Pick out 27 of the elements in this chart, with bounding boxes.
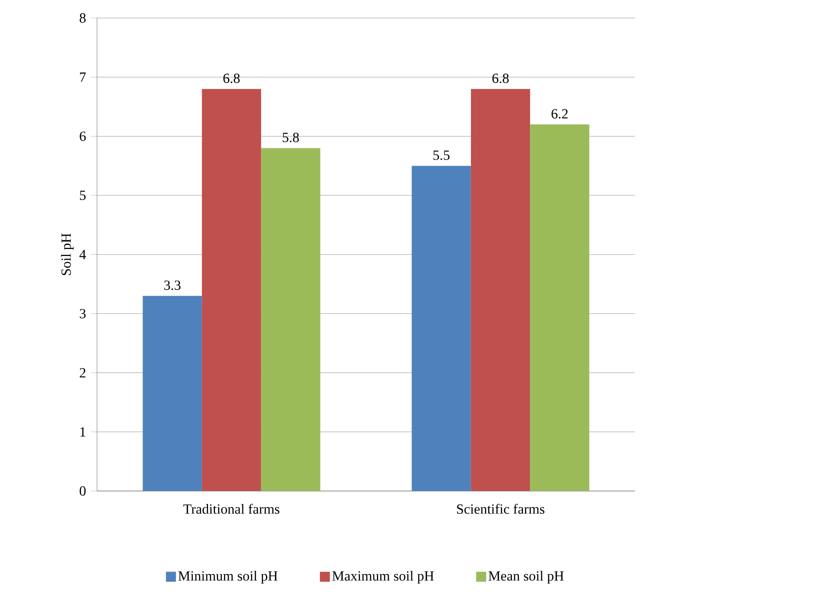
- data-label: 3.3: [164, 280, 180, 290]
- bar: [530, 124, 590, 491]
- y-tick-label: 2: [80, 368, 86, 378]
- bar: [202, 88, 262, 491]
- x-tick-label: Traditional farms: [183, 504, 280, 514]
- data-label: 5.5: [433, 150, 450, 160]
- y-axis-title: Soil pH: [61, 233, 74, 276]
- bar: [261, 148, 320, 491]
- y-tick-label: 5: [80, 190, 86, 200]
- legend-label: Mean soil pH: [488, 570, 564, 584]
- data-label: 6.8: [223, 74, 240, 84]
- y-tick-label: 3: [80, 308, 86, 318]
- y-tick-label: 8: [80, 13, 86, 23]
- bar: [142, 296, 202, 491]
- y-tick-label: 6: [80, 132, 86, 141]
- y-tick-label: 4: [79, 250, 86, 260]
- x-tick-label: Scientific farms: [457, 504, 544, 514]
- bar: [412, 166, 471, 491]
- data-label: 5.8: [282, 132, 299, 142]
- legend-label: Maximum soil pH: [332, 570, 434, 584]
- y-tick-label: 1: [80, 427, 86, 436]
- data-label: 6.2: [552, 109, 568, 119]
- y-tick-label: 0: [80, 486, 86, 496]
- bar: [470, 88, 530, 491]
- y-tick-label: 7: [80, 72, 86, 82]
- data-label: 6.8: [492, 74, 509, 84]
- legend-label: Minimum soil pH: [178, 570, 278, 584]
